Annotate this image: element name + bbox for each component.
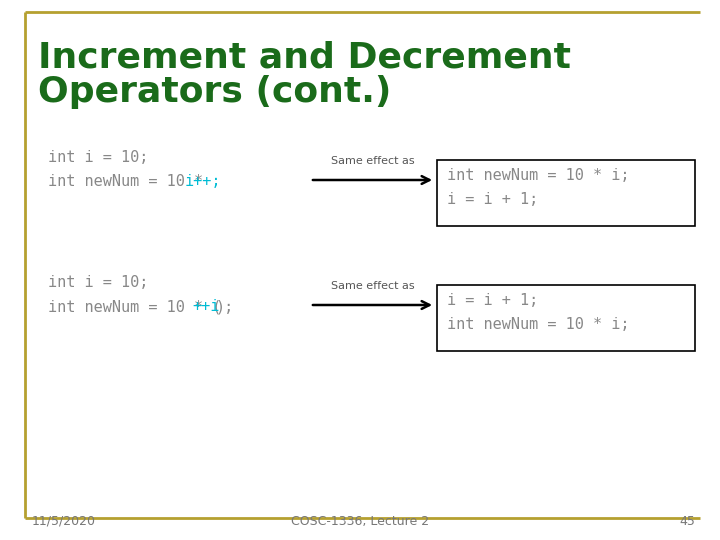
Text: int newNum = 10 * i;: int newNum = 10 * i; [447, 168, 629, 183]
Text: 45: 45 [679, 515, 695, 528]
Text: Same effect as: Same effect as [330, 156, 414, 166]
Text: 11/5/2020: 11/5/2020 [32, 515, 96, 528]
Text: int newNum = 10 * i;: int newNum = 10 * i; [447, 317, 629, 332]
Text: int newNum = 10 *: int newNum = 10 * [48, 174, 212, 189]
Text: );: ); [215, 299, 233, 314]
Text: int i = 10;: int i = 10; [48, 275, 148, 290]
Text: Same effect as: Same effect as [330, 281, 414, 291]
Text: int i = 10;: int i = 10; [48, 150, 148, 165]
Text: int newNum = 10 * (: int newNum = 10 * ( [48, 299, 221, 314]
Text: i++;: i++; [185, 174, 221, 189]
Text: COSC-1336, Lecture 2: COSC-1336, Lecture 2 [291, 515, 429, 528]
Text: i = i + 1;: i = i + 1; [447, 293, 539, 308]
Text: Operators (cont.): Operators (cont.) [38, 75, 392, 109]
Text: ++i: ++i [192, 299, 220, 314]
Bar [437, 160, 695, 226]
Text: i = i + 1;: i = i + 1; [447, 192, 539, 207]
Bar [437, 285, 695, 351]
Text: Increment and Decrement: Increment and Decrement [38, 40, 571, 74]
